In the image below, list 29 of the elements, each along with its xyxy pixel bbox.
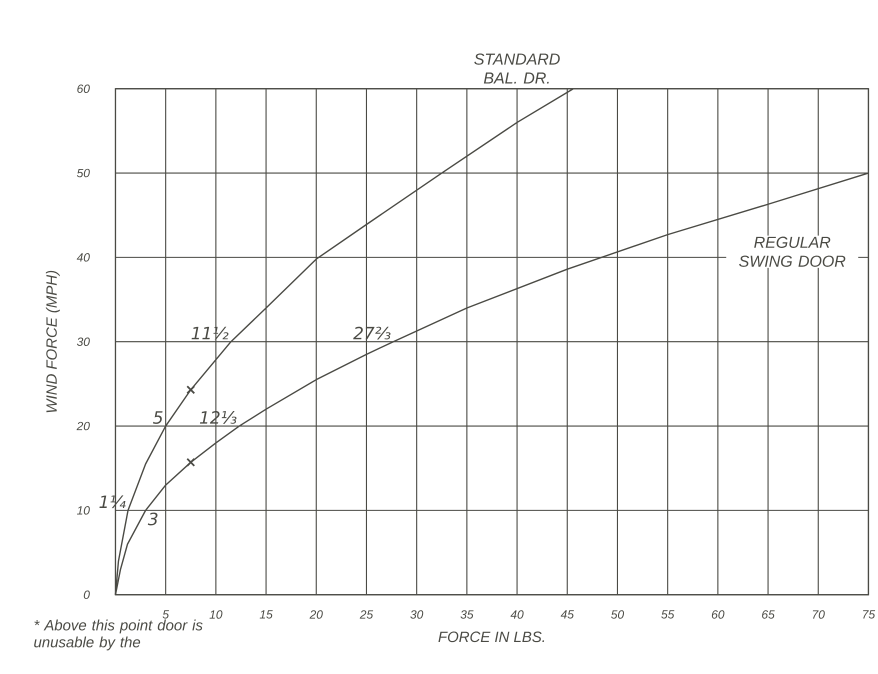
- y-tick-label: 40: [76, 253, 90, 262]
- x-tick-label: 30: [410, 610, 424, 619]
- y-tick-label: 10: [76, 506, 90, 515]
- annotation: 3: [148, 512, 158, 526]
- x-tick-label: 55: [661, 610, 674, 619]
- x-tick-label: 35: [460, 610, 474, 619]
- y-tick-label: 20: [76, 422, 90, 430]
- x-tick-label: 75: [863, 610, 876, 619]
- x-tick-label: 25: [360, 610, 374, 619]
- x-tick-label: 20: [310, 610, 323, 619]
- y-tick-label: 30: [76, 337, 90, 346]
- x-tick-label: 70: [812, 610, 825, 619]
- series-label: STANDARD BAL. DR.: [474, 53, 560, 84]
- x-tick-label: 40: [510, 610, 524, 619]
- x-tick-label: 10: [210, 610, 222, 619]
- x-tick-label: 15: [260, 610, 273, 619]
- y-tick-label: 60: [77, 84, 90, 93]
- y-tick-label: 50: [76, 168, 90, 178]
- x-axis-title: FORCE IN LBS.: [438, 632, 544, 642]
- x-tick-label: 65: [762, 610, 775, 619]
- y-tick-label: 0: [84, 590, 90, 599]
- x-tick-label: 60: [712, 610, 724, 619]
- x-tick-label: 5: [162, 610, 170, 619]
- x-tick-label: 50: [611, 610, 624, 619]
- annotation: 5: [153, 411, 163, 424]
- x-tick-label: 45: [560, 610, 574, 619]
- y-axis-title: WIND FORCE (MPH): [46, 270, 60, 412]
- text: * Above this point door is unusable by the: [34, 620, 203, 650]
- series-label: REGULAR SWING DOOR: [739, 236, 846, 267]
